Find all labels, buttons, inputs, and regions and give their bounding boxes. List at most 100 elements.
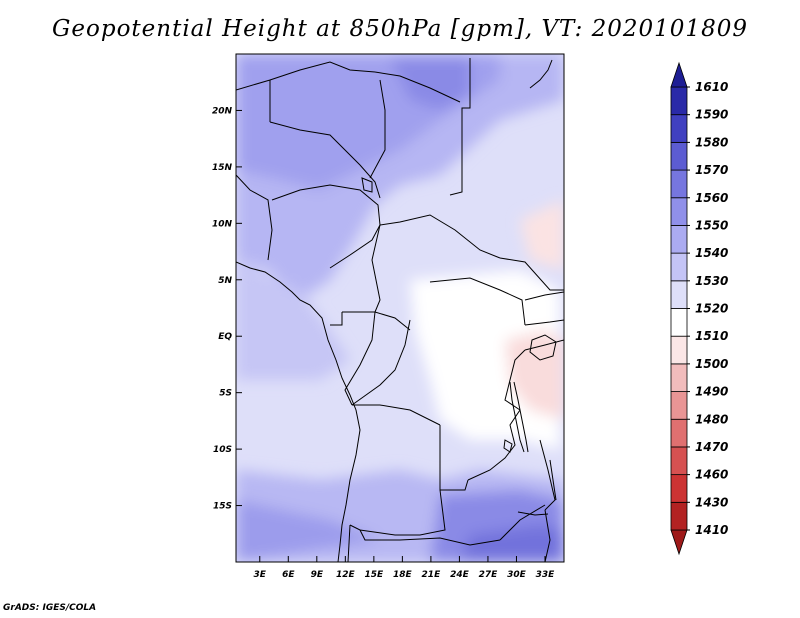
field-southeast-1570: [460, 525, 564, 562]
colorbar-label: 1410: [695, 523, 728, 537]
border-line: [539, 439, 556, 511]
y-tick-label: EQ: [218, 332, 232, 342]
border-line: [329, 224, 381, 269]
colorbar-label: 1590: [695, 108, 728, 122]
field-east-1510: [520, 200, 564, 270]
colorbar-label: 1470: [695, 440, 728, 454]
border-line: [379, 214, 501, 259]
border-line: [524, 339, 564, 351]
x-tick-label: 24E: [450, 570, 470, 580]
x-tick-label: 3E: [254, 570, 267, 580]
lake-victoria: [529, 334, 557, 361]
border-line: [347, 524, 351, 562]
lake-kariba: [517, 511, 549, 516]
x-tick-label: 27E: [479, 570, 499, 580]
colorbar-label: 1540: [695, 246, 728, 260]
field-central-1520: [410, 270, 560, 450]
border-line: [236, 61, 376, 91]
lake-chad: [361, 177, 373, 193]
grads-credit: GrADS: IGES/COLA: [3, 603, 97, 613]
lake-mweru: [503, 439, 513, 453]
colorbar-label: 1580: [695, 135, 728, 149]
x-tick-label: 6E: [282, 570, 295, 580]
border-line: [349, 489, 446, 536]
colorbar-box: [670, 169, 688, 199]
border-line: [529, 59, 553, 89]
x-tick-label: 15E: [365, 570, 385, 580]
colorbar-label: 1460: [695, 468, 728, 482]
y-tick-label: 5N: [218, 276, 232, 286]
border-line: [499, 257, 564, 291]
colorbar-label: 1550: [695, 218, 728, 232]
border-line: [342, 311, 411, 331]
border-line: [351, 319, 411, 406]
colorbar-box: [670, 225, 688, 254]
colorbar-min-triangle: [670, 529, 688, 556]
x-tick-label: 21E: [422, 570, 442, 580]
field-west-1540: [236, 260, 350, 380]
lake-malawi: [549, 459, 557, 501]
colorbar-label: 1570: [695, 163, 728, 177]
colorbar-box: [670, 308, 688, 337]
border-line: [330, 312, 343, 326]
x-tick-label: 30E: [507, 570, 527, 580]
border-line: [344, 311, 376, 406]
height-field: [236, 54, 564, 562]
y-tick-label: 10S: [213, 445, 232, 455]
lake-tanganyika: [509, 381, 529, 453]
country-borders: [236, 58, 564, 562]
x-tick-label: 12E: [336, 570, 356, 580]
border-line: [236, 174, 273, 261]
colorbar-box: [670, 86, 688, 116]
border-line: [524, 319, 564, 326]
colorbar-label: 1530: [695, 274, 728, 288]
y-tick-label: 5S: [219, 389, 232, 399]
colorbar-box: [670, 474, 688, 503]
field-south-1550: [236, 500, 380, 562]
x-tick-label: 18E: [393, 570, 413, 580]
colorbar-box: [670, 418, 688, 448]
border-line: [504, 349, 526, 411]
border-line: [269, 121, 381, 199]
y-tick-label: 15S: [213, 502, 232, 512]
chart-title: Geopotential Height at 850hPa [gpm], VT:…: [52, 16, 748, 42]
border-line: [374, 71, 461, 103]
colorbar-label: 1490: [695, 385, 728, 399]
border-line: [499, 504, 546, 541]
border-line: [352, 404, 441, 426]
colorbar-label: 1500: [695, 357, 728, 371]
border-line: [359, 529, 501, 546]
colorbar-box: [670, 501, 688, 531]
coastline: [236, 261, 361, 562]
border-line: [544, 509, 551, 562]
field-lake-1510: [505, 330, 564, 420]
map-frame: [235, 53, 565, 563]
y-tick-label: 10N: [212, 219, 233, 229]
colorbar-max-triangle: [670, 61, 688, 88]
colorbar-box: [670, 391, 688, 420]
colorbar-label: 1510: [695, 329, 728, 343]
border-line: [439, 425, 469, 491]
colorbar-box: [670, 363, 688, 392]
y-tick-label: 15N: [212, 163, 233, 173]
colorbar-box: [670, 446, 688, 476]
border-line: [524, 291, 564, 301]
colorbar-label: 1610: [695, 80, 728, 94]
border-line: [429, 277, 526, 326]
colorbar-box: [670, 114, 688, 143]
x-tick-label: 33E: [536, 570, 556, 580]
colorbar-label: 1520: [695, 302, 728, 316]
colorbar-box: [670, 197, 688, 226]
border-line: [449, 58, 471, 196]
colorbar-label: 1560: [695, 191, 728, 205]
colorbar-box: [670, 141, 688, 171]
border-line: [369, 79, 386, 179]
y-axis: 20N 15N 10N 5N EQ 5S 10S 15S: [212, 106, 242, 512]
x-tick-label: 9E: [311, 570, 324, 580]
colorbar: 1410 1430 1460 1470 1480 1490 1500 1510 1520 1530…: [670, 61, 728, 556]
border-line: [271, 184, 381, 226]
y-tick-label: 20N: [212, 106, 233, 116]
colorbar-box: [670, 335, 688, 365]
x-axis: 3E 6E 9E 12E 15E 18E 21E 24E 27E 30E 33E: [254, 556, 556, 580]
